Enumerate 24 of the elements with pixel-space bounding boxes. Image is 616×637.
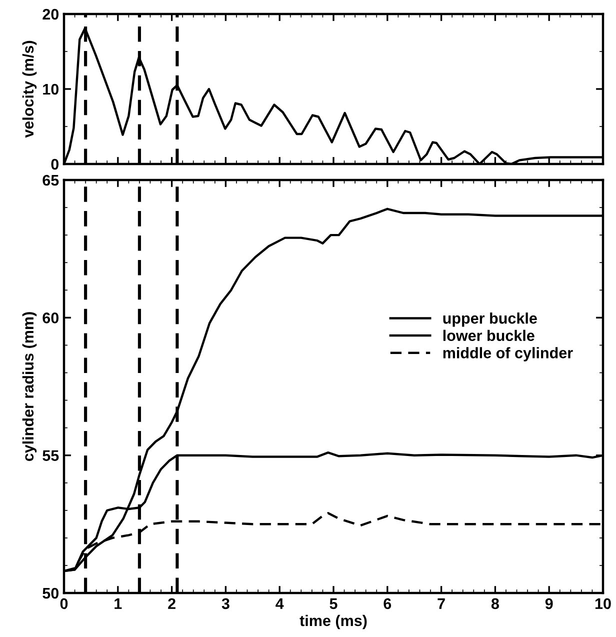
x-tick-label: 7 bbox=[438, 598, 445, 609]
y-tick-label: 65 bbox=[42, 174, 59, 186]
x-tick-label: 9 bbox=[545, 598, 553, 610]
y-tick-label: 55 bbox=[42, 450, 59, 462]
x-tick-label: 6 bbox=[384, 598, 392, 610]
legend-label: lower buckle bbox=[443, 330, 534, 342]
x-tick-label: 4 bbox=[276, 598, 284, 609]
x-tick-label: 0 bbox=[60, 598, 68, 610]
x-tick-label: 2 bbox=[168, 598, 176, 609]
x-axis-title: time (ms) bbox=[300, 614, 367, 630]
y-tick-label: 60 bbox=[42, 312, 59, 324]
x-tick-label: 10 bbox=[595, 598, 611, 610]
x-tick-label: 5 bbox=[330, 598, 338, 610]
legend-label: middle of cylinder bbox=[443, 347, 573, 362]
x-tick-label: 3 bbox=[222, 598, 230, 610]
y-tick-label: 50 bbox=[42, 588, 59, 599]
y-tick-label: 0 bbox=[51, 158, 59, 170]
y-tick-label: 10 bbox=[43, 84, 59, 95]
y-tick-label: 20 bbox=[42, 8, 59, 20]
x-tick-label: 8 bbox=[491, 598, 499, 610]
x-tick-label: 1 bbox=[114, 598, 122, 609]
legend-label: upper buckle bbox=[443, 312, 537, 327]
y-axis-title: cylinder radius (mm) bbox=[22, 312, 37, 462]
y-axis-title: velocity (m/s) bbox=[22, 40, 37, 138]
